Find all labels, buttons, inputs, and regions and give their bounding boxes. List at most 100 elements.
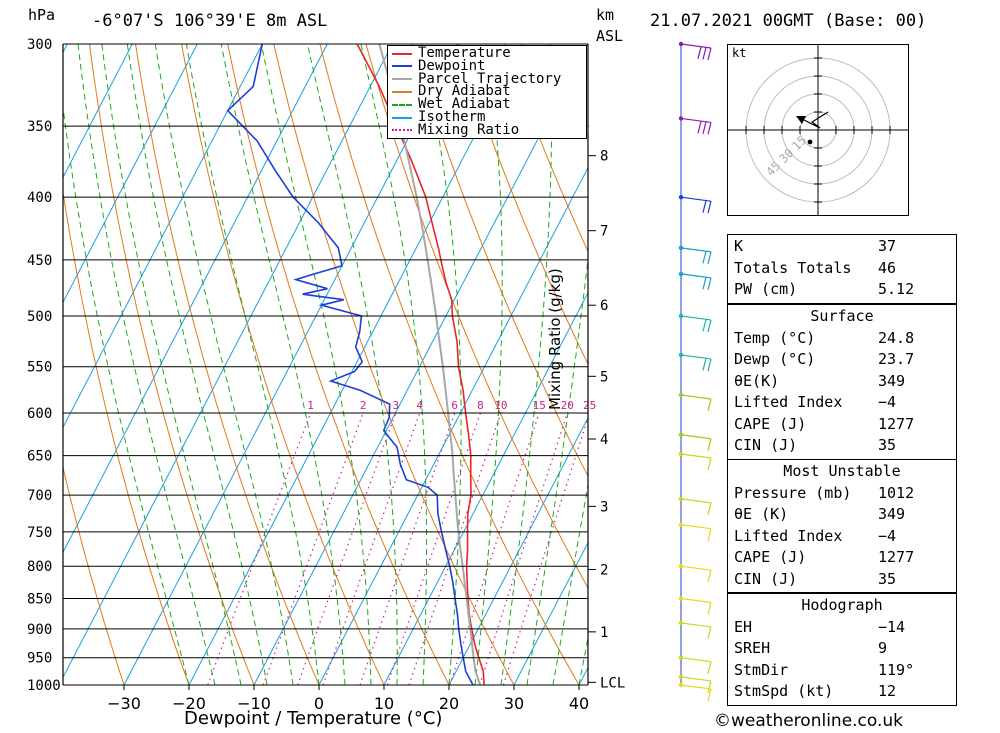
- wind-barb-flag: [707, 502, 712, 516]
- wind-barb-staff: [680, 247, 712, 253]
- index-value: 349: [878, 371, 906, 390]
- wind-barb-flag: [707, 122, 712, 135]
- table-row: θE(K) 349: [728, 371, 956, 393]
- wind-barb-flag: [702, 121, 707, 134]
- table-row: θE (K) 349: [728, 504, 956, 526]
- wet-adiabat-line: [307, 44, 398, 685]
- index-value: 23.7: [878, 350, 915, 368]
- wind-barb-flag: [702, 200, 707, 213]
- legend-swatch: [392, 129, 412, 132]
- isotherm-line: [63, 44, 198, 304]
- pressure-tick-label: 950: [27, 651, 52, 667]
- table-row: StmSpd (kt) 12: [728, 681, 956, 703]
- mixing-ratio-axis-label: Mixing Ratio (g/kg): [546, 268, 564, 410]
- table-row: Dewp (°C) 23.7: [728, 349, 956, 371]
- mixing-ratio-line: [262, 412, 364, 685]
- legend-entry: Mixing Ratio: [392, 121, 520, 138]
- hodograph-trace: [803, 111, 829, 129]
- mixing-ratio-label: 4: [416, 399, 423, 412]
- legend: Temperature Dewpoint Parcel Trajectory Dry …: [387, 45, 587, 139]
- wind-barb-flag: [707, 680, 712, 694]
- wind-barb-staff: [680, 315, 712, 321]
- index-label: Lifted Index: [734, 393, 843, 411]
- height-tick-label: 7: [600, 224, 608, 240]
- legend-entry: Wet Adiabat: [392, 96, 511, 113]
- index-value: 24.8: [878, 328, 915, 347]
- index-value: −14: [878, 617, 906, 636]
- table-row: CIN (J) 35: [728, 435, 956, 457]
- wind-barb-flag: [707, 602, 712, 615]
- temperature-tick-label: 0: [314, 694, 324, 713]
- table-section-title: Surface: [810, 307, 874, 325]
- wind-barb-staff: [680, 196, 712, 202]
- wind-barb-flag: [707, 201, 712, 214]
- wet-adiabat-line: [220, 44, 346, 685]
- isotherm-line: [448, 416, 588, 685]
- legend-swatch: [392, 78, 412, 81]
- credit-footer[interactable]: ©weatheronline.co.uk: [714, 711, 904, 731]
- table-row: K 37: [728, 236, 956, 258]
- height-tick-label: 4: [600, 432, 608, 448]
- legend-label: Mixing Ratio: [418, 121, 520, 138]
- wind-barb-flag: [707, 570, 712, 583]
- height-tick-label: LCL: [600, 675, 625, 691]
- mixing-ratio-label: 8: [477, 399, 484, 412]
- wind-barb-flag: [707, 626, 712, 640]
- isotherm-line: [0, 44, 2, 685]
- wind-barb-flag: [707, 457, 712, 471]
- mixing-ratio-label: 1: [307, 399, 314, 412]
- wind-barb-staff: [680, 434, 712, 440]
- index-label: CIN (J): [734, 436, 798, 454]
- pressure-tick-label: 900: [27, 622, 52, 638]
- series-dewpoint-line: [226, 44, 474, 685]
- wet-adiabat-line: [154, 44, 294, 685]
- temperature-tick-label: −30: [107, 694, 141, 713]
- wind-barb-staff: [680, 394, 712, 400]
- table-section-title: Hodograph: [801, 596, 883, 614]
- hodograph-unit: kt: [732, 46, 746, 60]
- isotherm-line: [63, 44, 393, 679]
- dry-adiabat-line: [273, 44, 515, 685]
- legend-label: Wet Adiabat: [418, 96, 511, 113]
- table-row: Pressure (mb) 1012: [728, 483, 956, 505]
- height-tick-label: 2: [600, 563, 608, 579]
- temperature-tick-label: 40: [569, 694, 589, 713]
- wet-adiabat-line: [63, 103, 190, 685]
- mixing-ratio-line: [359, 412, 456, 685]
- indices-general-table: K 37 Totals Totals 46 PW (cm) 5.12: [727, 234, 957, 304]
- wind-barb-flag: [707, 398, 712, 412]
- hodograph-arrow-icon: [796, 116, 806, 124]
- index-label: CAPE (J): [734, 414, 807, 433]
- legend-label: Parcel Trajectory: [418, 70, 562, 87]
- dry-adiabat-line: [457, 44, 588, 366]
- temperature-tick-label: −20: [172, 694, 206, 713]
- isotherm-line: [318, 166, 588, 685]
- index-label: CIN (J): [734, 569, 798, 588]
- legend-entry: Parcel Trajectory: [392, 70, 562, 87]
- dry-adiabat-line: [503, 44, 588, 253]
- table-row: CAPE (J) 1277: [728, 414, 956, 436]
- pressure-tick-label: 550: [27, 360, 52, 376]
- dry-adiabat-line: [135, 44, 320, 685]
- wind-barb-staff: [680, 565, 712, 571]
- isotherm-line: [63, 44, 328, 554]
- wind-barb-staff: [680, 524, 712, 530]
- isotherm-line: [513, 541, 588, 685]
- wind-barb-flag: [707, 251, 712, 265]
- pressure-tick-label: 850: [27, 591, 52, 607]
- wind-barb-flag: [707, 438, 712, 451]
- wind-barb-staff: [680, 43, 712, 49]
- dry-adiabat-line: [227, 44, 450, 685]
- wind-barb-staff: [680, 273, 712, 279]
- table-row: Totals Totals 46: [728, 258, 956, 280]
- temperature-tick-label: 20: [439, 694, 459, 713]
- dry-adiabat-line: [89, 44, 255, 685]
- wind-barb-staff: [680, 684, 712, 690]
- indices-surface-table: Surface Temp (°C) 24.8 Dewp (°C) 23.7 θE(K) 34…: [727, 304, 957, 460]
- wind-barb-dot: [678, 432, 684, 437]
- wind-barb-flag: [707, 688, 712, 702]
- index-label: θE (K): [734, 505, 789, 523]
- legend-label: Dry Adiabat: [418, 83, 511, 100]
